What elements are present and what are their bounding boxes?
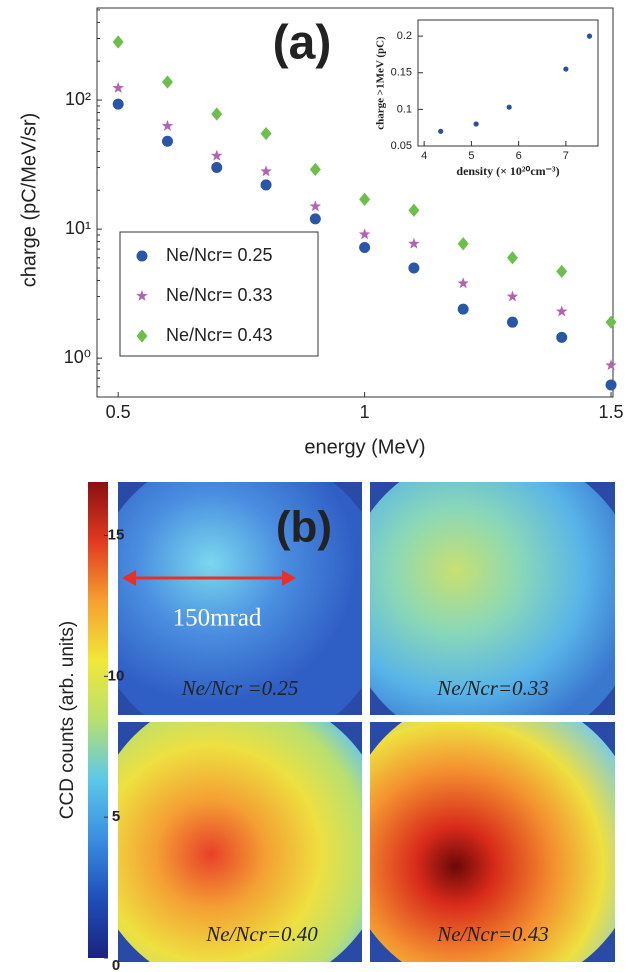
colorbar-label: CCD counts (arb. units) (57, 621, 78, 820)
point (260, 165, 272, 177)
x-tick-label: 6 (516, 150, 522, 162)
point (260, 179, 272, 191)
x-tick-label: 4 (421, 150, 427, 162)
x-tick-label: 5 (468, 150, 474, 162)
panel-label: (b) (276, 503, 332, 552)
point (408, 203, 420, 217)
point (506, 104, 512, 110)
y-tick-label: 10⁰ (64, 347, 91, 367)
point (457, 237, 469, 251)
legend-box (119, 231, 319, 357)
y-tick-label: 0.05 (391, 140, 412, 152)
point (309, 213, 321, 225)
point (359, 192, 371, 206)
scale-bar-label: 150mrad (173, 605, 262, 632)
y-tick-label: 0.15 (391, 67, 412, 79)
point (457, 277, 469, 289)
y-tick-label: 0.2 (397, 30, 412, 42)
point (161, 75, 173, 89)
y-tick-label: 0.1 (397, 103, 412, 115)
legend-label: Ne/Ncr= 0.25 (166, 245, 273, 265)
point (506, 290, 519, 302)
legend-marker (136, 289, 148, 301)
point (556, 331, 568, 343)
point (586, 33, 593, 39)
point (161, 119, 174, 131)
point (112, 81, 124, 93)
point (457, 303, 469, 315)
y-axis-label: charge (pC/MeV/sr) (18, 113, 40, 288)
x-axis-label: density (× 10²⁰cm⁻³) (456, 164, 559, 178)
x-tick-label: 1.5 (599, 402, 624, 422)
colorbar-tick-label: 10 (108, 667, 125, 684)
point (112, 35, 124, 49)
point (555, 305, 568, 317)
legend-marker (136, 250, 148, 262)
image-label: Ne/Ncr =0.25 (181, 676, 299, 700)
point (506, 316, 518, 328)
point (438, 128, 444, 134)
ccd-image (118, 482, 362, 715)
point (309, 200, 322, 212)
ccd-image (118, 722, 362, 962)
point (358, 228, 371, 240)
plot-frame (96, 7, 614, 398)
x-axis-label: energy (MeV) (304, 436, 425, 458)
point (211, 162, 223, 174)
point (408, 262, 420, 274)
point (161, 135, 173, 147)
x-tick-label: 7 (563, 150, 569, 162)
legend-label: Ne/Ncr= 0.33 (166, 285, 273, 305)
y-tick-label: 10² (65, 89, 91, 109)
x-tick-label: 1 (360, 402, 370, 422)
colorbar-tick-label: 0 (112, 957, 120, 972)
plot-frame (417, 19, 599, 147)
colorbar-tick-label: 15 (108, 526, 125, 543)
point (211, 107, 223, 121)
legend-marker (136, 329, 148, 343)
image-label: Ne/Ncr=0.33 (436, 676, 549, 700)
point (563, 66, 569, 72)
point (260, 126, 272, 141)
point (556, 264, 568, 279)
colorbar (88, 482, 108, 958)
point (112, 98, 124, 110)
image-label: Ne/Ncr=0.43 (436, 922, 549, 946)
point (605, 315, 617, 329)
point (473, 121, 479, 127)
legend-label: Ne/Ncr= 0.43 (166, 325, 273, 345)
ccd-images (118, 482, 615, 962)
point (506, 251, 518, 265)
point (211, 149, 223, 161)
image-label: Ne/Ncr=0.40 (205, 922, 318, 946)
point (309, 162, 321, 177)
point (605, 379, 617, 391)
point (359, 242, 371, 254)
y-tick-label: 10¹ (65, 218, 91, 238)
x-tick-label: 0.5 (106, 402, 131, 422)
y-axis-label: charge >1MeV (pC) (375, 36, 387, 130)
ccd-image (370, 722, 615, 962)
colorbar-tick-label: 5 (112, 808, 120, 825)
ccd-image (370, 482, 615, 715)
point (605, 359, 617, 371)
panel-label: (a) (273, 17, 332, 70)
point (408, 237, 420, 249)
